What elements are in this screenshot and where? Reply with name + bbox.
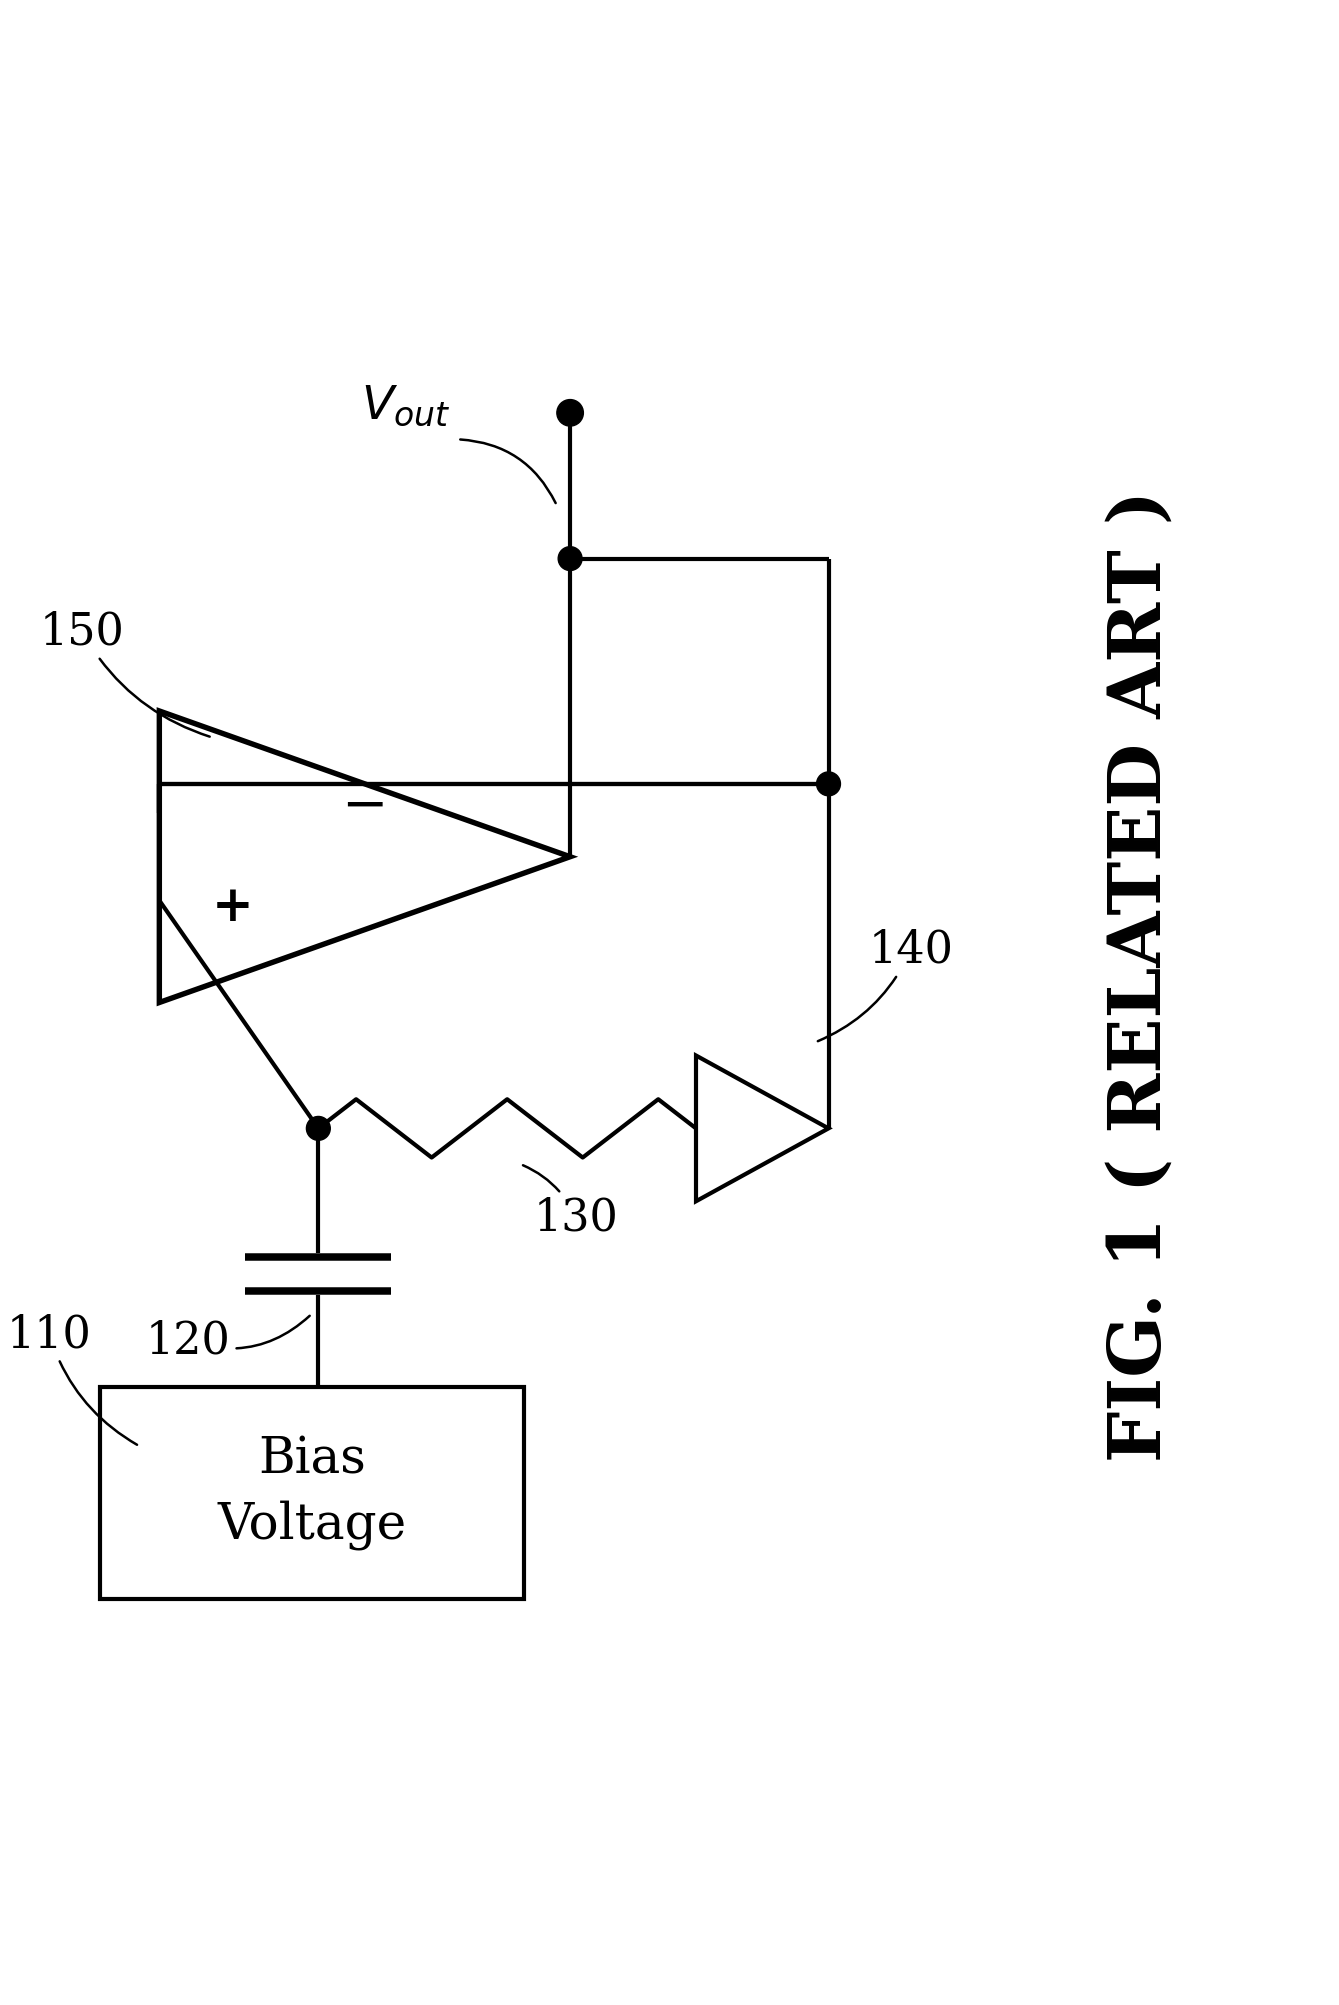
Text: 150: 150 bbox=[40, 612, 210, 736]
Text: 110: 110 bbox=[7, 1313, 137, 1446]
Text: Bias
Voltage: Bias Voltage bbox=[217, 1436, 406, 1550]
Bar bbox=[99, 1387, 524, 1598]
Text: $V_{out}$: $V_{out}$ bbox=[362, 383, 451, 429]
Text: 120: 120 bbox=[146, 1315, 309, 1363]
Circle shape bbox=[558, 547, 582, 571]
Circle shape bbox=[817, 772, 841, 796]
Circle shape bbox=[557, 399, 584, 427]
Text: 130: 130 bbox=[524, 1165, 619, 1239]
Text: 140: 140 bbox=[818, 928, 953, 1041]
Text: +: + bbox=[212, 882, 253, 932]
Circle shape bbox=[307, 1117, 331, 1141]
Text: FIG. 1 ( RELATED ART ): FIG. 1 ( RELATED ART ) bbox=[1105, 489, 1176, 1462]
Text: −: − bbox=[341, 780, 388, 834]
